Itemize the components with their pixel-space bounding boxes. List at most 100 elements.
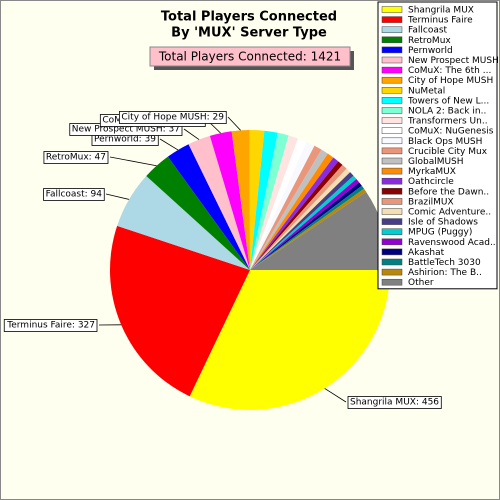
data-label-box	[3, 319, 98, 332]
pie-slice	[250, 179, 360, 270]
data-label-box	[43, 151, 109, 164]
legend-swatch	[381, 76, 403, 84]
legend-swatch	[381, 198, 403, 205]
leader-line	[183, 128, 200, 140]
pie-slice	[250, 168, 351, 270]
legend-label: BattleTech 3030	[408, 258, 481, 268]
legend-label: CoMuX: NuGenesis	[408, 127, 494, 137]
legend-label: Before the Dawn..	[408, 187, 489, 197]
legend-label: Akashat	[408, 248, 445, 258]
pie-slice	[167, 144, 250, 270]
chart-title: Total Players Connected	[161, 10, 337, 25]
legend-swatch	[381, 66, 403, 74]
legend-swatch	[381, 177, 403, 185]
legend-label: Ashirion: The B..	[408, 268, 482, 278]
legend-swatch	[381, 107, 403, 114]
data-label: Shangrila MUX: 456	[350, 398, 439, 408]
leader-line	[159, 138, 179, 151]
pie-slice	[250, 153, 334, 270]
legend-label: GlobalMUSH	[408, 157, 464, 167]
legend-label: CoMuX: The 6th ...	[408, 66, 491, 76]
pie-slice	[189, 270, 390, 411]
pie-slice	[250, 172, 354, 270]
pie-slice	[250, 138, 307, 270]
pie-slice	[250, 185, 365, 270]
legend-label: Fallcoast	[408, 26, 448, 36]
legend-swatch	[381, 208, 403, 215]
data-label: New Prospect MUSH: 37	[72, 125, 180, 135]
legend-label: Isle of Shadows	[408, 218, 478, 228]
pie-slice	[250, 161, 343, 270]
data-label-box	[43, 188, 105, 201]
leader-line	[227, 116, 241, 131]
legend-label: Terminus Faire	[407, 16, 473, 26]
legend-swatch	[381, 258, 403, 266]
legend-swatch	[381, 46, 403, 54]
pie-slice	[250, 141, 315, 270]
leader-line	[105, 193, 130, 200]
chart-subtitle: By 'MUX' Server Type	[171, 26, 327, 41]
pie-slice	[250, 135, 299, 270]
data-label: Pernworld: 39	[94, 135, 156, 145]
annotation-box	[149, 46, 351, 67]
legend-swatch	[381, 218, 403, 225]
pie-slice	[146, 156, 250, 270]
legend-label: New Prospect MUSH	[408, 56, 499, 66]
data-label-box	[347, 396, 442, 409]
legend-label: MyrkaMUX	[408, 167, 456, 177]
legend-swatch	[381, 36, 403, 44]
legend-label: MPUG (Puggy)	[408, 228, 472, 238]
legend-label: NuMetal	[408, 86, 445, 96]
legend-label: Towers of New L...	[407, 96, 489, 106]
legend-label: BrazilMUX	[408, 197, 454, 207]
legend-swatch	[381, 6, 403, 13]
pie-slice	[231, 130, 250, 270]
data-labels: Shangrila MUX: 456 Terminus Faire: 327 Fal…	[3, 111, 442, 409]
legend-swatch	[381, 188, 403, 195]
legend-swatch	[381, 248, 403, 256]
legend-swatch	[381, 26, 403, 33]
legend-label: Ravenswood Acad..	[408, 238, 496, 248]
legend-swatch	[381, 238, 403, 246]
pie-slice	[250, 132, 289, 270]
legend-label: Black Ops MUSH	[408, 137, 482, 147]
legend-label: NOLA 2: Back in..	[408, 107, 486, 117]
legend-swatch	[381, 147, 403, 155]
legend-swatch	[381, 228, 403, 235]
pie-slice	[250, 130, 278, 270]
legend-swatch	[381, 56, 403, 64]
data-label-box	[118, 111, 227, 124]
pie-slice	[117, 175, 250, 270]
pie-slice	[250, 149, 328, 270]
legend-label: City of Hope MUSH	[408, 76, 493, 86]
pie-slice	[250, 188, 367, 270]
legend-swatch	[381, 117, 403, 124]
legend-label: Crucible City Mux	[408, 147, 488, 157]
pie-slice	[250, 175, 357, 270]
pie-slice	[250, 164, 347, 270]
leader-line	[324, 388, 347, 403]
pie-slice	[250, 145, 322, 270]
legend-swatch	[381, 268, 403, 276]
data-label: City of Hope MUSH: 29	[121, 113, 224, 123]
pie	[110, 130, 390, 411]
pie-slice	[188, 135, 250, 270]
pie-slice	[250, 182, 362, 270]
pie-slice	[110, 225, 250, 397]
leader-line	[109, 156, 157, 167]
legend-label: Shangrila MUX	[408, 6, 474, 16]
legend-label: Pernworld	[408, 46, 453, 56]
pie-slice	[209, 131, 250, 270]
legend-label: Other	[408, 278, 434, 288]
pie-slice	[249, 130, 265, 270]
legend-swatch	[381, 97, 403, 104]
pie-slice	[250, 157, 339, 270]
legend-swatch	[381, 137, 403, 145]
legend-swatch	[381, 157, 403, 165]
legend-swatch	[381, 87, 403, 94]
data-label: Terminus Faire: 327	[6, 321, 95, 331]
legend-swatch	[381, 16, 403, 23]
legend-swatch	[381, 167, 403, 175]
data-label: Fallcoast: 94	[46, 190, 103, 200]
